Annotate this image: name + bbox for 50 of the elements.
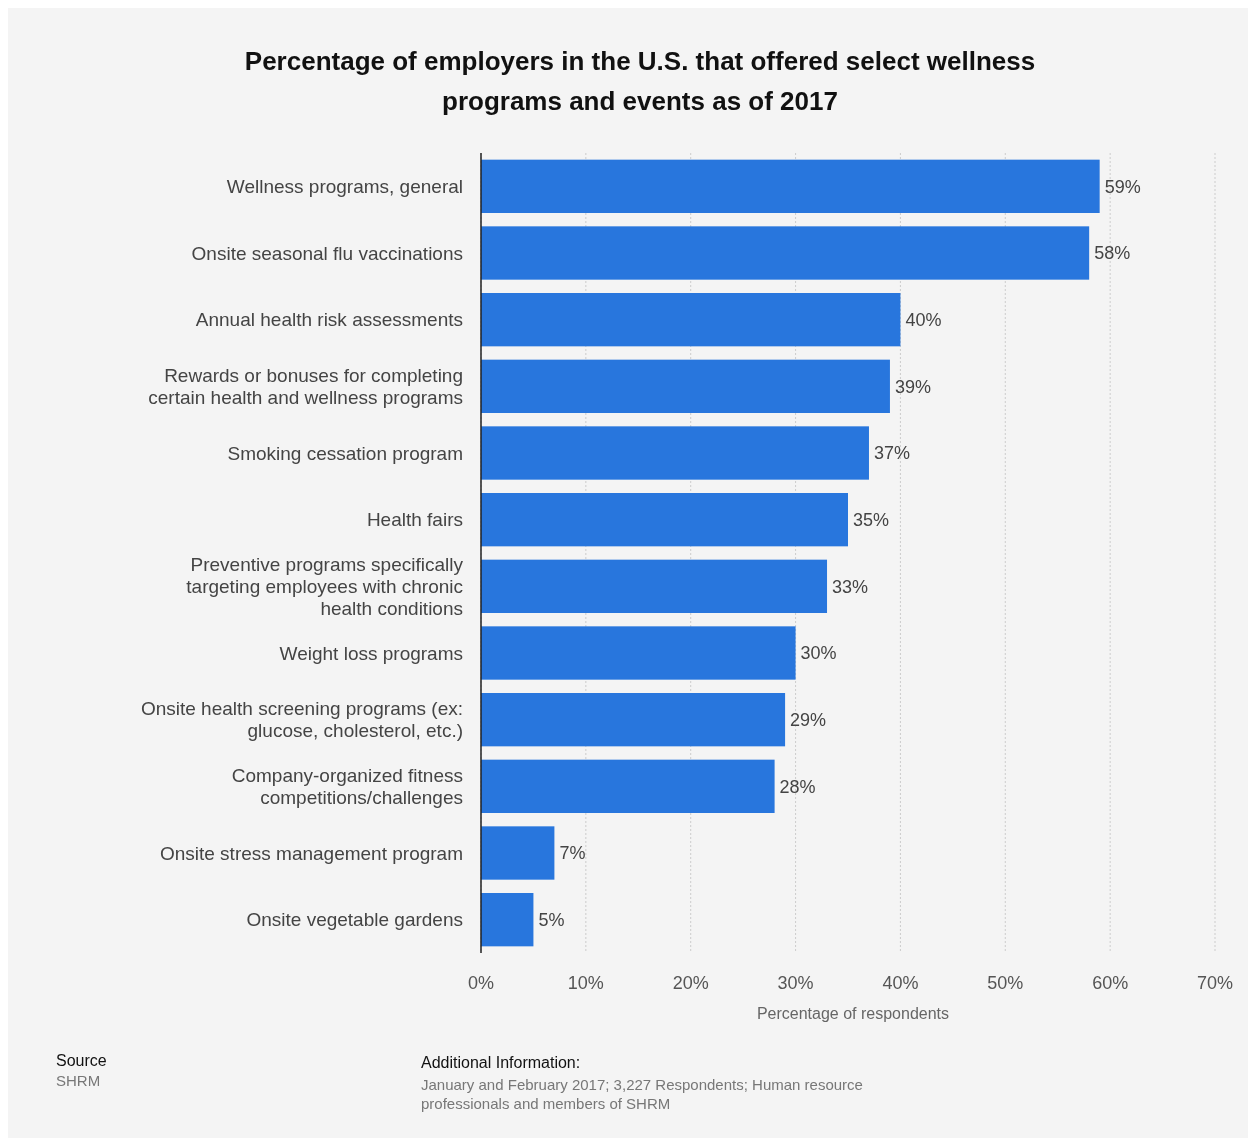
- bar: [481, 293, 901, 347]
- text: Source: [56, 1052, 107, 1069]
- bar: [481, 226, 1090, 280]
- x-tick-label: 20%: [672, 973, 709, 993]
- x-tick-label: 0%: [467, 973, 495, 993]
- text: January and February 2017; 3,227 Respondents; Human resource professionals and members of SHRM: [421, 1076, 863, 1112]
- x-tick-label: 30%: [777, 973, 814, 993]
- y-tick-label: Onsite vegetable gardens: [246, 909, 463, 931]
- y-tick-label: Onsite seasonal flu vaccinations: [191, 242, 463, 264]
- bar: [481, 426, 869, 480]
- data-label: 28%: [779, 776, 816, 797]
- text: SHRM: [56, 1072, 101, 1089]
- x-tick-label: 50%: [987, 973, 1024, 993]
- bar: [481, 826, 555, 880]
- data-label: 29%: [790, 709, 827, 730]
- chart-title: Percentage of employers in the U.S. that offered select wellness programs and events as of 2017: [244, 46, 1036, 116]
- x-tick-label: 10%: [567, 973, 604, 993]
- y-tick-label: Onsite stress management program: [159, 842, 463, 864]
- bar: [481, 493, 848, 547]
- data-label: 33%: [832, 576, 869, 597]
- bar: [481, 559, 828, 613]
- x-axis-title: Percentage of respondents: [756, 1005, 950, 1022]
- bar: [481, 626, 796, 680]
- x-tick-label: 40%: [882, 973, 919, 993]
- y-tick-label: Preventive programs specifically targeting employees with chronic health conditions: [186, 553, 464, 619]
- x-tick-label: 60%: [1092, 973, 1129, 993]
- data-label: 7%: [559, 843, 586, 864]
- y-tick-label: Smoking cessation program: [227, 442, 463, 464]
- data-label: 35%: [853, 509, 890, 530]
- y-tick-label: Annual health risk assessments: [195, 309, 463, 331]
- bar: [481, 893, 534, 947]
- data-label: 37%: [873, 443, 910, 464]
- data-label: 39%: [894, 376, 931, 397]
- data-label: 59%: [1104, 176, 1141, 197]
- x-tick-label: 70%: [1196, 973, 1234, 993]
- data-label: 58%: [1094, 243, 1131, 264]
- y-tick-label: Onsite health screening programs (ex: glucose, cholesterol, etc.): [140, 698, 463, 742]
- data-label: 5%: [538, 909, 565, 930]
- y-tick-label: Rewards or bonuses for completing certain health and wellness programs: [148, 364, 463, 408]
- y-tick-label: Health fairs: [366, 509, 463, 531]
- text: Additional Information:: [421, 1054, 581, 1071]
- y-tick-label: Weight loss programs: [279, 642, 463, 664]
- y-tick-label: Company-organized fitness competitions/challenges: [231, 764, 463, 808]
- data-label: 40%: [905, 309, 942, 330]
- bar: [481, 693, 786, 747]
- data-label: 30%: [800, 643, 837, 664]
- bar: [481, 159, 1100, 213]
- bar: [481, 759, 775, 813]
- y-tick-label: Wellness programs, general: [226, 175, 463, 197]
- bar: [481, 359, 890, 413]
